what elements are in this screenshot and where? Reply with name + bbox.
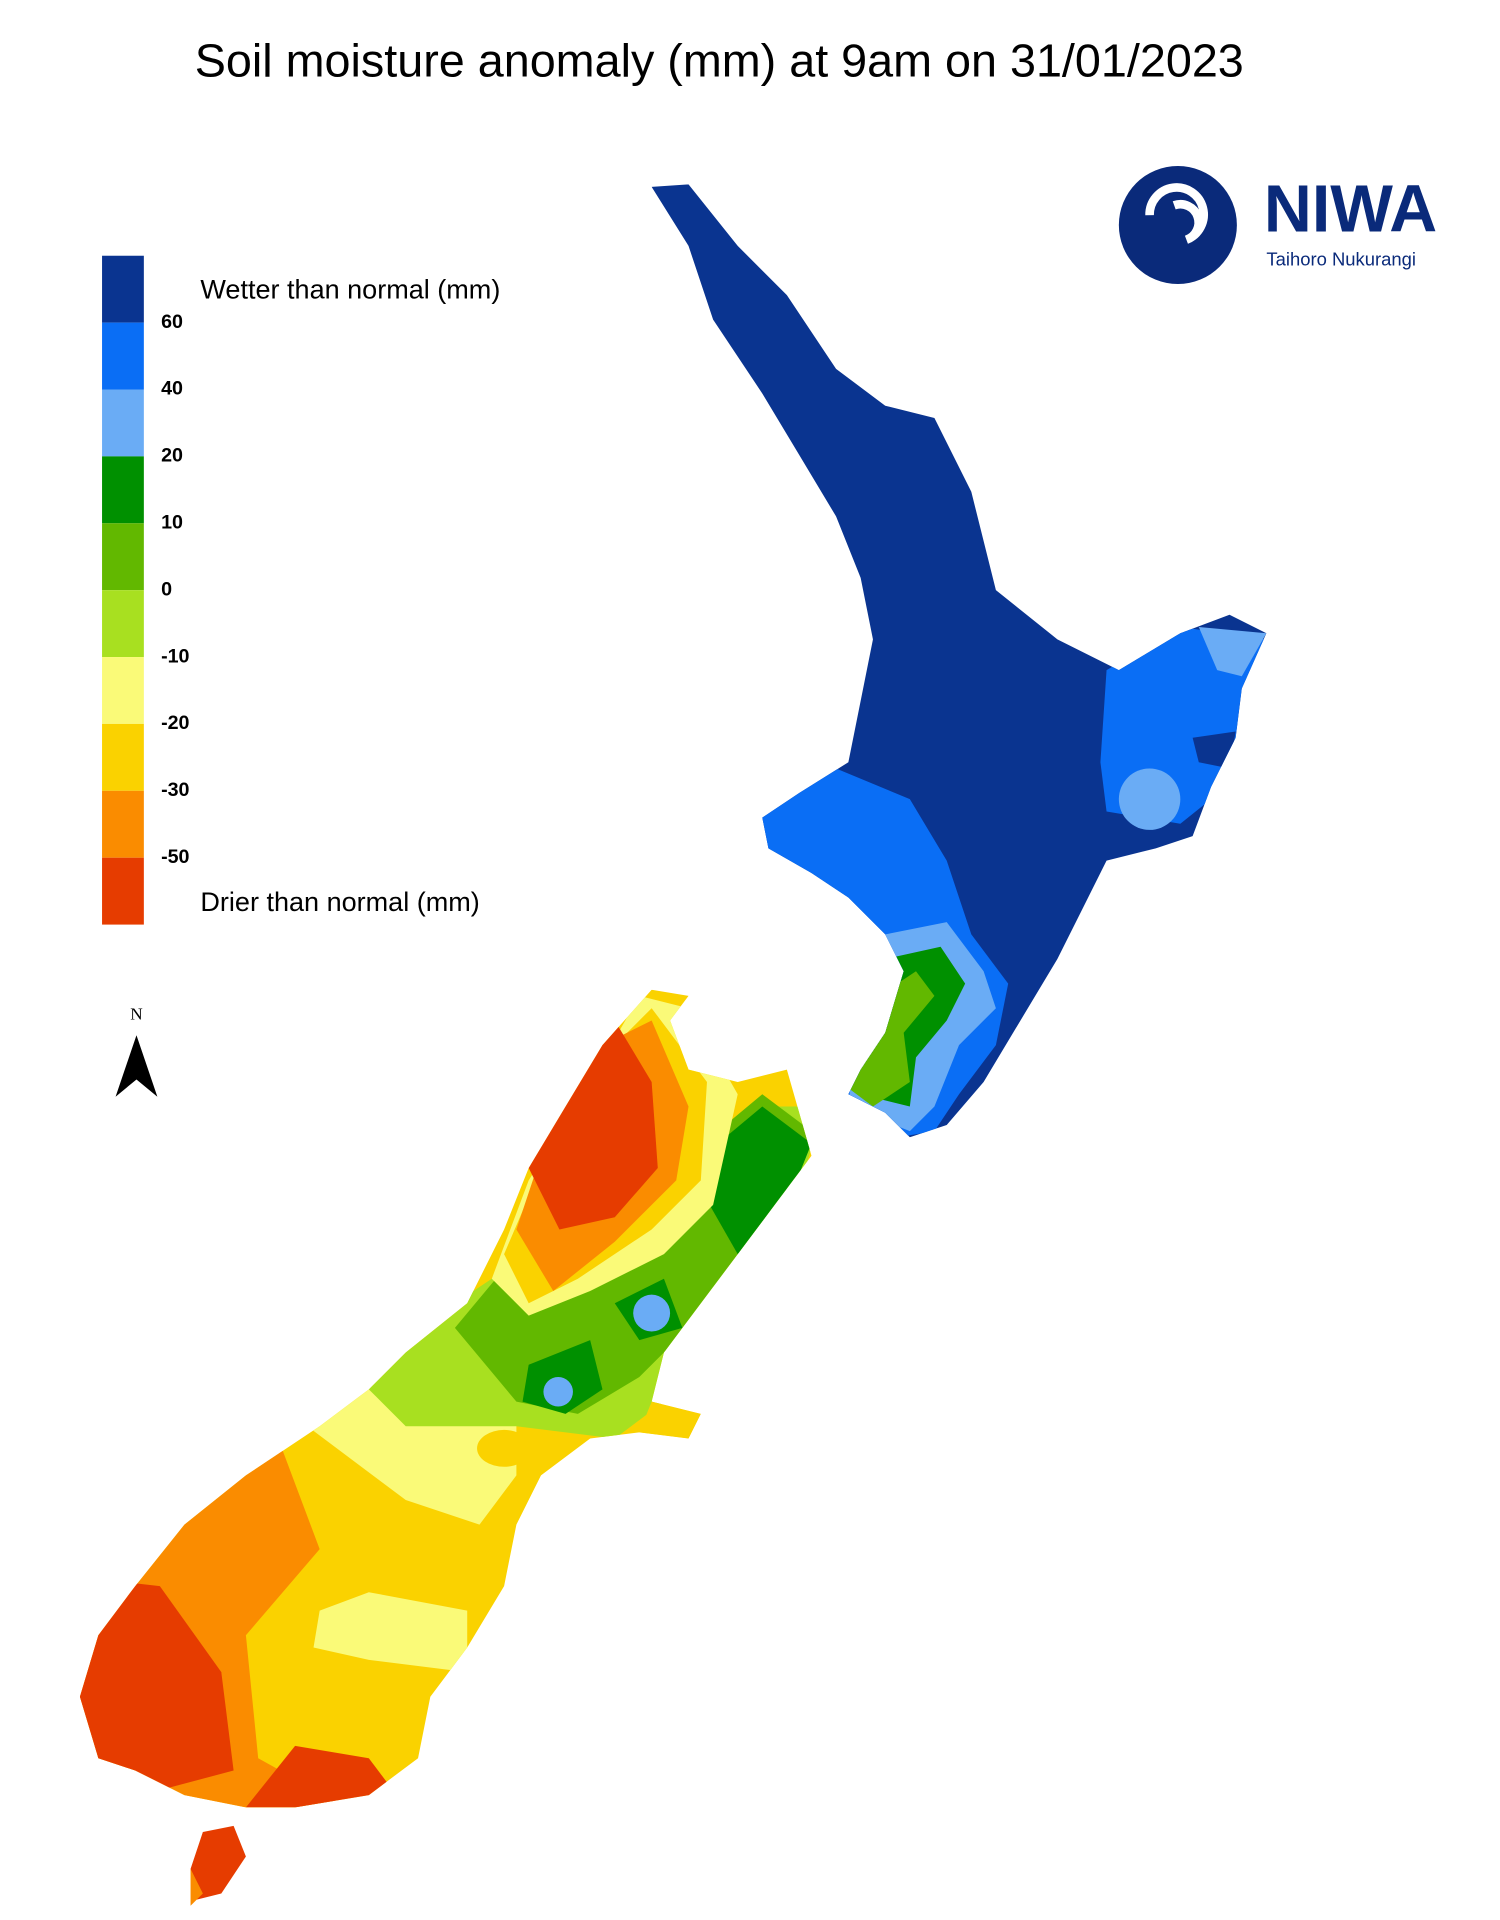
logo: NIWA Taihoro Nukurangi — [1118, 165, 1437, 285]
stewart-island-south — [190, 1868, 203, 1906]
legend-tick-label: 40 — [161, 378, 183, 400]
legend-top-label: Wetter than normal (mm) — [200, 275, 500, 305]
legend: Wetter than normal (mm) Drier than norma… — [102, 255, 500, 925]
legend-swatch — [102, 523, 144, 591]
legend-tick-label: -10 — [161, 645, 189, 667]
legend-tick-label: 10 — [161, 511, 183, 533]
legend-tick-label: 0 — [161, 578, 172, 600]
logo-subtitle: Taihoro Nukurangi — [1266, 249, 1416, 270]
south-island — [79, 989, 812, 1808]
legend-swatch — [102, 322, 144, 390]
north-arrow-icon — [115, 1035, 158, 1097]
legend-swatch — [102, 389, 144, 457]
legend-bottom-label: Drier than normal (mm) — [200, 887, 479, 917]
legend-tick-label: -50 — [161, 846, 189, 868]
legend-tick-label: 20 — [161, 445, 183, 467]
north-island — [651, 184, 1267, 1138]
legend-swatch — [102, 857, 144, 925]
legend-swatch — [102, 456, 144, 524]
legend-swatch — [102, 255, 144, 323]
stewart-island — [190, 1825, 246, 1900]
legend-swatch — [102, 723, 144, 791]
legend-tick-label: -20 — [161, 712, 189, 734]
legend-swatch — [102, 657, 144, 724]
logo-emblem — [1118, 165, 1237, 285]
legend-tick-label: -30 — [161, 779, 189, 801]
legend-tick-label: 60 — [161, 311, 183, 333]
north-label: N — [130, 1005, 143, 1024]
north-arrow: N — [115, 1005, 158, 1097]
legend-swatch — [102, 790, 144, 858]
logo-name: NIWA — [1264, 172, 1437, 246]
map-title: Soil moisture anomaly (mm) at 9am on 31/… — [195, 34, 1244, 86]
logo-swirl — [1145, 183, 1208, 244]
legend-swatch — [102, 590, 144, 658]
